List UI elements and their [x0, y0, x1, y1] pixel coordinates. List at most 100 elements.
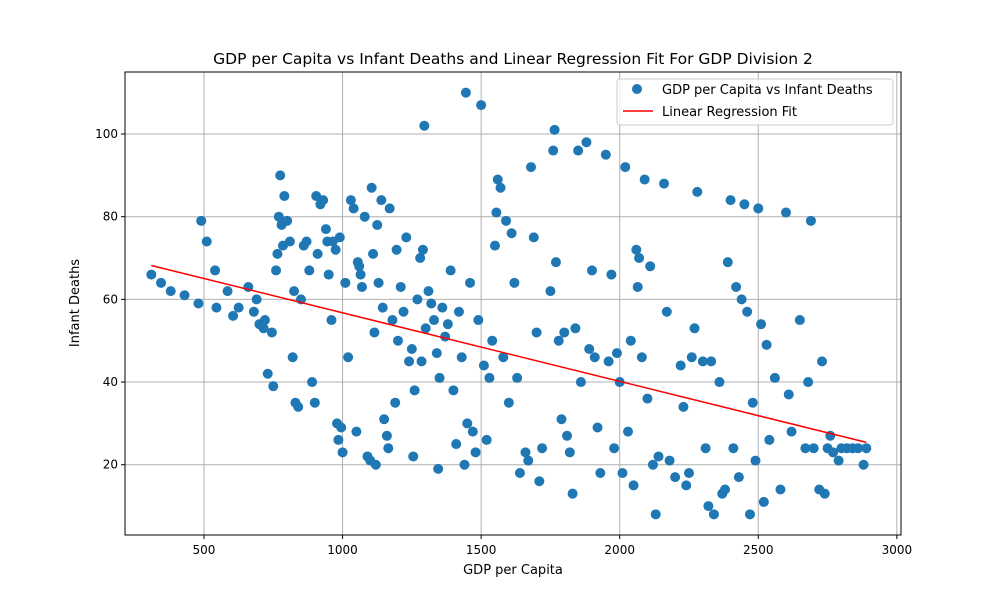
data-point	[372, 219, 383, 230]
x-axis-label: GDP per Capita	[463, 563, 563, 578]
data-point	[262, 368, 273, 379]
data-point	[549, 124, 560, 135]
data-point	[390, 397, 401, 408]
data-point	[756, 319, 767, 330]
data-point	[573, 145, 584, 156]
data-point	[354, 261, 365, 272]
data-point	[531, 327, 542, 338]
data-point	[534, 476, 545, 487]
data-point	[398, 306, 409, 317]
data-point	[423, 286, 434, 297]
data-point	[714, 377, 725, 388]
data-point	[426, 298, 437, 309]
data-point	[661, 306, 672, 317]
data-point	[550, 257, 561, 268]
data-point	[725, 195, 736, 206]
legend-box	[616, 78, 894, 126]
data-point	[750, 455, 761, 466]
data-point	[211, 302, 222, 313]
data-point	[412, 294, 423, 305]
data-point	[355, 269, 366, 280]
data-point	[433, 463, 444, 474]
data-point	[600, 149, 611, 160]
data-point	[744, 509, 755, 520]
data-point	[650, 509, 661, 520]
data-point	[769, 372, 780, 383]
data-point	[764, 434, 775, 445]
data-point	[491, 207, 502, 218]
data-point	[659, 178, 670, 189]
data-point	[416, 356, 427, 367]
data-point	[395, 281, 406, 292]
legend-label-fit: Linear Regression Fit	[662, 105, 797, 120]
data-point	[664, 455, 675, 466]
data-point	[465, 277, 476, 288]
data-point	[179, 290, 190, 301]
scatter-points	[146, 87, 872, 520]
data-point	[537, 443, 548, 454]
data-point	[470, 447, 481, 458]
data-point	[606, 269, 617, 280]
data-point	[323, 269, 334, 280]
data-point	[359, 211, 370, 222]
data-point	[379, 414, 390, 425]
data-point	[678, 401, 689, 412]
data-point	[786, 426, 797, 437]
data-point	[639, 174, 650, 185]
data-point	[528, 232, 539, 243]
data-point	[794, 315, 805, 326]
data-point	[420, 323, 431, 334]
data-point	[632, 281, 643, 292]
data-point	[514, 467, 525, 478]
legend-label-scatter: GDP per Capita vs Infant Deaths	[662, 83, 873, 98]
data-point	[722, 257, 733, 268]
data-point	[780, 207, 791, 218]
data-point	[320, 224, 331, 235]
data-point	[520, 447, 531, 458]
data-point	[700, 443, 711, 454]
data-point	[526, 162, 537, 173]
data-point	[805, 215, 816, 226]
data-point	[318, 195, 329, 206]
data-point	[384, 203, 395, 214]
data-point	[271, 265, 282, 276]
data-point	[556, 414, 567, 425]
data-point	[459, 459, 470, 470]
data-point	[304, 265, 315, 276]
data-point	[501, 215, 512, 226]
data-point	[559, 327, 570, 338]
data-point	[681, 480, 692, 491]
data-point	[404, 356, 415, 367]
data-point	[564, 447, 575, 458]
data-point	[196, 215, 207, 226]
data-point	[258, 323, 269, 334]
data-point	[631, 244, 642, 255]
data-point	[592, 422, 603, 433]
data-point	[442, 319, 453, 330]
data-point	[369, 327, 380, 338]
data-point	[312, 248, 323, 259]
data-point	[268, 381, 279, 392]
data-point	[861, 443, 872, 454]
data-point	[233, 302, 244, 313]
data-point	[431, 348, 442, 359]
data-point	[462, 418, 473, 429]
data-point	[853, 443, 864, 454]
data-point	[562, 430, 573, 441]
data-point	[266, 327, 277, 338]
data-point	[498, 352, 509, 363]
data-point	[473, 315, 484, 326]
data-point	[603, 356, 614, 367]
data-point	[586, 265, 597, 276]
data-point	[489, 240, 500, 251]
data-point	[445, 265, 456, 276]
data-point	[406, 343, 417, 354]
data-point	[775, 484, 786, 495]
data-point	[620, 162, 631, 173]
legend-scatter-marker	[632, 84, 642, 94]
data-point	[758, 496, 769, 507]
data-point	[456, 352, 467, 363]
data-point	[373, 277, 384, 288]
